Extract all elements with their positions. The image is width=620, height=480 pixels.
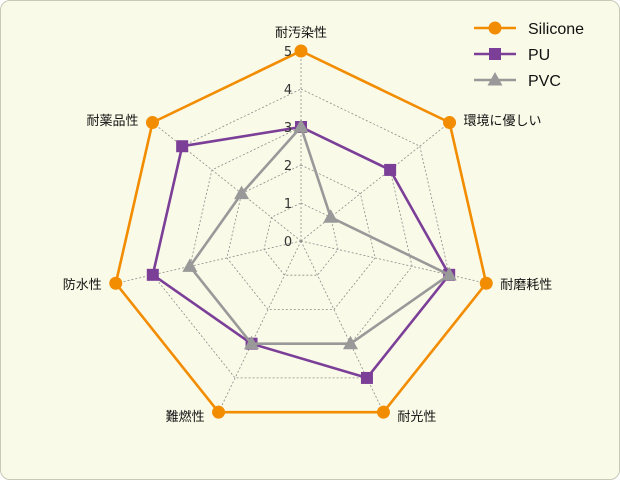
tick-label: 4 bbox=[284, 83, 292, 98]
tick-label: 0 bbox=[284, 235, 292, 250]
category-label: 耐汚染性 bbox=[275, 26, 327, 41]
tick-label: 1 bbox=[284, 197, 292, 212]
legend-label: Silicone bbox=[528, 21, 584, 38]
data-point-silicone bbox=[294, 44, 308, 58]
legend-marker bbox=[488, 21, 502, 35]
legend-item-silicone: Silicone bbox=[474, 21, 584, 38]
category-label: 耐光性 bbox=[397, 410, 436, 425]
category-label: 環境に優しい bbox=[464, 114, 542, 129]
tick-labels: 0 1 2 3 4 5 bbox=[284, 45, 292, 250]
data-point-silicone bbox=[443, 116, 457, 130]
legend-item-pu: PU bbox=[474, 47, 550, 64]
grid-ring bbox=[263, 202, 339, 276]
legend-label: PVC bbox=[528, 73, 561, 90]
data-point-pu bbox=[360, 371, 373, 384]
legend-marker bbox=[487, 72, 503, 86]
data-point-pvc bbox=[182, 258, 198, 272]
grid-ring bbox=[189, 126, 413, 345]
category-label: 防水性 bbox=[63, 277, 102, 293]
series-line-silicone bbox=[114, 49, 488, 414]
category-label: 耐薬品性 bbox=[86, 114, 138, 129]
grid-spoke bbox=[300, 122, 450, 242]
tick-label: 2 bbox=[284, 159, 292, 174]
data-point-pvc bbox=[441, 266, 457, 281]
grid-spoke bbox=[218, 240, 302, 413]
legend: Silicone PU PVC bbox=[474, 21, 584, 90]
data-point-pvc bbox=[234, 185, 250, 200]
data-point-pvc bbox=[342, 335, 358, 350]
data-point-pu bbox=[384, 163, 397, 176]
data-point-silicone bbox=[145, 116, 159, 130]
data-point-silicone bbox=[212, 405, 226, 419]
tick-label: 5 bbox=[284, 45, 292, 60]
series-line-pu bbox=[151, 125, 451, 380]
data-point-silicone bbox=[376, 405, 390, 419]
data-point-pu bbox=[146, 268, 159, 281]
grid-spoke bbox=[115, 240, 302, 284]
category-label: 耐磨耗性 bbox=[500, 278, 552, 293]
series-layer bbox=[109, 44, 493, 419]
data-point-pu bbox=[176, 140, 189, 153]
category-label: 難燃性 bbox=[166, 409, 205, 425]
tick-label: 3 bbox=[284, 121, 292, 136]
data-point-pvc bbox=[323, 209, 339, 223]
legend-marker bbox=[489, 48, 501, 60]
grid-spoke bbox=[300, 240, 384, 413]
series-silicone bbox=[109, 44, 493, 419]
data-point-silicone bbox=[109, 276, 123, 290]
data-point-silicone bbox=[479, 276, 493, 290]
series-pvc bbox=[182, 119, 457, 350]
series-line-pvc bbox=[188, 124, 452, 346]
legend-label: PU bbox=[528, 47, 550, 64]
data-point-pvc bbox=[244, 335, 260, 350]
grid-ring bbox=[226, 164, 376, 310]
data-point-pvc bbox=[293, 119, 309, 133]
legend-item-pvc: PVC bbox=[474, 72, 561, 90]
